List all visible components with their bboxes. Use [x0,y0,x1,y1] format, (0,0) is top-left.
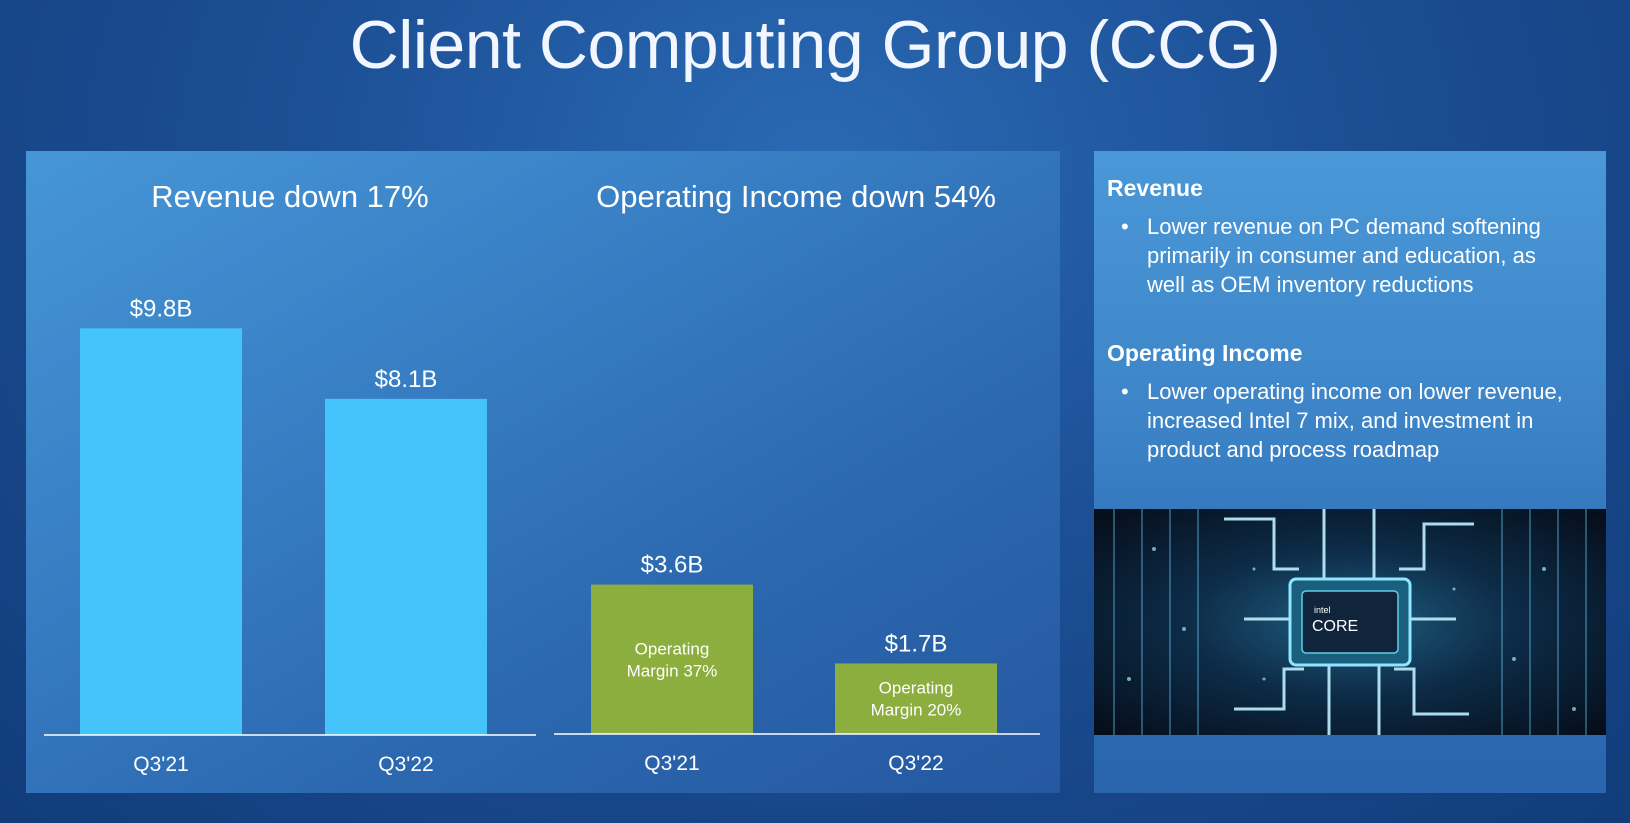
bullet-line: increased Intel 7 mix, and investment in [1147,408,1534,433]
bar-inner-label: Operating [879,679,954,698]
bullet-text: Lower revenue on PC demand softening pri… [1147,212,1587,299]
x-tick-label: Q3'21 [644,752,699,775]
bar-inner-label: Margin 20% [871,701,962,720]
bullet-line: Lower revenue on PC demand softening [1147,214,1541,239]
info-section-revenue: Revenue • Lower revenue on PC demand sof… [1107,175,1587,299]
bar-inner-label: Margin 37% [627,661,718,680]
bar [835,663,997,734]
bar-value-label: $3.6B [641,552,704,579]
chip-logo-small: intel [1314,605,1331,615]
bar [325,398,487,735]
x-tick-label: Q3'21 [133,753,188,776]
info-heading-operating-income: Operating Income [1107,340,1303,366]
chip-logo-large: CORE [1312,618,1358,635]
info-heading-revenue: Revenue [1107,175,1203,201]
info-bullet-operating-income: • Lower operating income on lower revenu… [1107,377,1587,464]
bullet-line: well as OEM inventory reductions [1147,272,1474,297]
bar [80,328,242,735]
info-section-operating-income: Operating Income • Lower operating incom… [1107,340,1587,464]
charts-svg: Revenue down 17% $9.8B Q3'21 $8.1B Q3'22 Oper… [44,179,1040,776]
chart-title: Operating Income down 54% [596,179,996,214]
bar-value-label: $9.8B [130,295,193,322]
bar-inner-label: Operating [635,639,710,658]
bar [591,584,753,734]
bar-value-label: $8.1B [375,366,438,393]
bullet-dot-icon: • [1121,379,1129,404]
x-tick-label: Q3'22 [888,752,943,775]
x-tick-label: Q3'22 [378,753,433,776]
bullet-text: Lower operating income on lower revenue,… [1147,377,1587,464]
bullet-line: primarily in consumer and education, as [1147,243,1536,268]
charts-panel: Revenue down 17% $9.8B Q3'21 $8.1B Q3'22 Oper… [26,151,1060,793]
chip-illustration: intel CORE [1113,509,1587,735]
bullet-line: product and process roadmap [1147,437,1440,462]
bar-value-label: $1.7B [885,630,948,657]
info-panel: Revenue • Lower revenue on PC demand sof… [1094,151,1606,793]
info-bullet-revenue: • Lower revenue on PC demand softening p… [1107,212,1587,299]
bullet-line: Lower operating income on lower revenue, [1147,379,1563,404]
bullet-dot-icon: • [1121,214,1129,239]
slide-title: Client Computing Group (CCG) [349,7,1281,83]
chart-title: Revenue down 17% [151,179,428,214]
intel-core-chip-image: intel CORE [1094,509,1606,735]
